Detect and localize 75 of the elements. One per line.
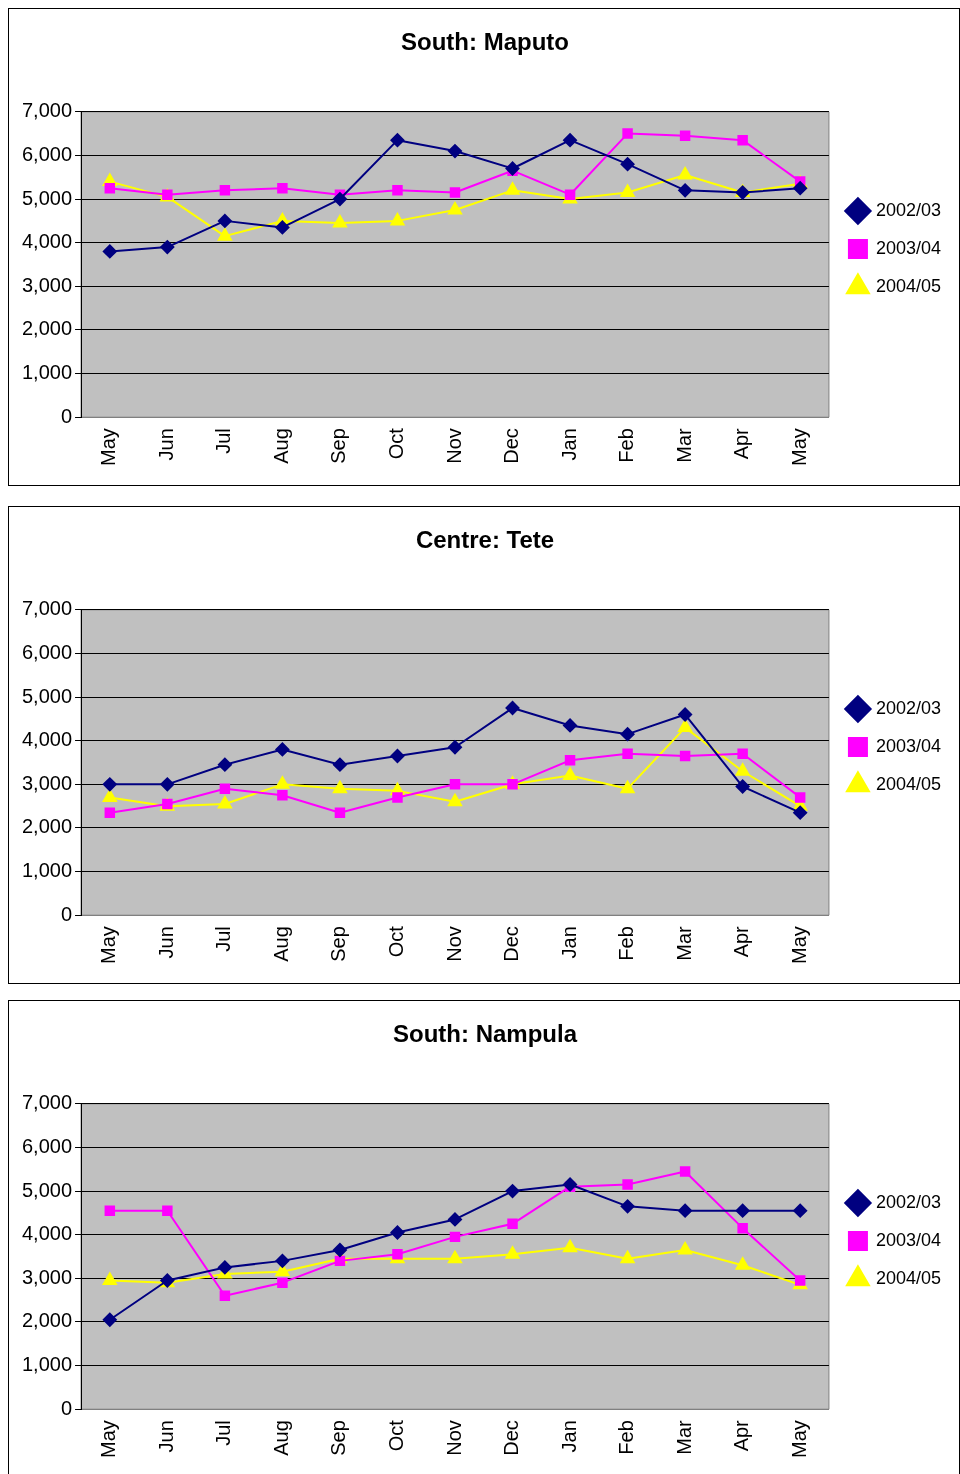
x-tick-label: Sep [327, 428, 350, 464]
x-tick-label: Mar [672, 1419, 695, 1455]
legend-label: 2004/05 [875, 1267, 942, 1288]
y-tick-label: 3,000 [21, 1265, 73, 1288]
y-tick-label: 2,000 [21, 1309, 73, 1332]
legend-label: 2002/03 [875, 1191, 942, 1212]
y-tick-label: 7,000 [21, 1091, 73, 1114]
x-tick-label: Dec [500, 1420, 523, 1456]
x-tick-label: Nov [442, 926, 465, 962]
y-tick-label: 2,000 [21, 815, 73, 838]
x-tick-label: Oct [384, 427, 407, 460]
y-tick-label: 1,000 [21, 1353, 73, 1376]
y-tick-label: 0 [60, 902, 73, 925]
x-tick-label: May [97, 1420, 120, 1459]
x-tick-label: Nov [442, 428, 465, 464]
x-tick-label: Aug [269, 428, 292, 464]
legend-label: 2004/05 [875, 773, 942, 794]
chart-title: Centre: Tete [415, 526, 555, 554]
x-tick-label: Mar [672, 427, 695, 463]
y-tick-label: 0 [60, 1396, 73, 1419]
y-tick-label: 1,000 [21, 361, 73, 384]
y-tick-label: 0 [60, 404, 73, 427]
x-tick-label: May [97, 428, 120, 467]
legend-label: 2003/04 [875, 735, 942, 756]
x-tick-label: Jul [212, 428, 235, 454]
x-tick-label: May [97, 926, 120, 965]
x-tick-label: Sep [327, 1420, 350, 1456]
x-tick-label: Oct [384, 1419, 407, 1452]
x-tick-label: Apr [730, 1419, 753, 1452]
x-tick-label: Aug [269, 1420, 292, 1456]
x-tick-label: Feb [615, 428, 638, 463]
x-tick-label: Jan [557, 428, 580, 461]
y-tick-label: 5,000 [21, 186, 73, 209]
chart-title: South: Maputo [401, 28, 569, 56]
x-tick-label: Jul [212, 1420, 235, 1446]
x-tick-label: Dec [500, 428, 523, 464]
x-tick-label: Jan [557, 926, 580, 959]
y-tick-label: 3,000 [21, 771, 73, 794]
x-tick-label: Aug [269, 926, 292, 962]
y-tick-label: 1,000 [21, 859, 73, 882]
y-tick-label: 7,000 [21, 99, 73, 122]
x-tick-label: Jan [557, 1420, 580, 1453]
x-tick-label: Jun [154, 428, 177, 461]
y-tick-label: 2,000 [21, 317, 73, 340]
x-tick-label: Oct [384, 925, 407, 958]
legend-label: 2003/04 [875, 1229, 942, 1250]
x-tick-label: Jun [154, 1420, 177, 1453]
x-tick-label: Jul [212, 926, 235, 952]
y-tick-label: 5,000 [21, 684, 73, 707]
y-tick-label: 4,000 [21, 230, 73, 253]
y-tick-label: 5,000 [21, 1178, 73, 1201]
x-tick-label: Mar [672, 925, 695, 961]
x-tick-label: Jun [154, 926, 177, 959]
x-tick-label: Feb [615, 926, 638, 961]
y-tick-label: 4,000 [21, 728, 73, 751]
y-tick-label: 4,000 [21, 1222, 73, 1245]
x-tick-label: Nov [442, 1420, 465, 1456]
x-tick-label: May [787, 428, 810, 467]
x-tick-label: May [787, 1420, 810, 1459]
legend-label: 2003/04 [875, 237, 942, 258]
chart-title: South: Nampula [393, 1020, 578, 1048]
y-tick-label: 6,000 [21, 1134, 73, 1157]
x-tick-label: May [787, 926, 810, 965]
x-tick-label: Dec [500, 926, 523, 962]
y-tick-label: 6,000 [21, 142, 73, 165]
y-tick-label: 7,000 [21, 597, 73, 620]
legend-label: 2002/03 [875, 199, 942, 220]
x-tick-label: Feb [615, 1420, 638, 1455]
y-tick-label: 6,000 [21, 640, 73, 663]
x-tick-label: Apr [730, 427, 753, 460]
x-tick-label: Apr [730, 925, 753, 958]
y-tick-label: 3,000 [21, 273, 73, 296]
x-tick-label: Sep [327, 926, 350, 962]
legend-label: 2002/03 [875, 697, 942, 718]
legend-label: 2004/05 [875, 275, 942, 296]
